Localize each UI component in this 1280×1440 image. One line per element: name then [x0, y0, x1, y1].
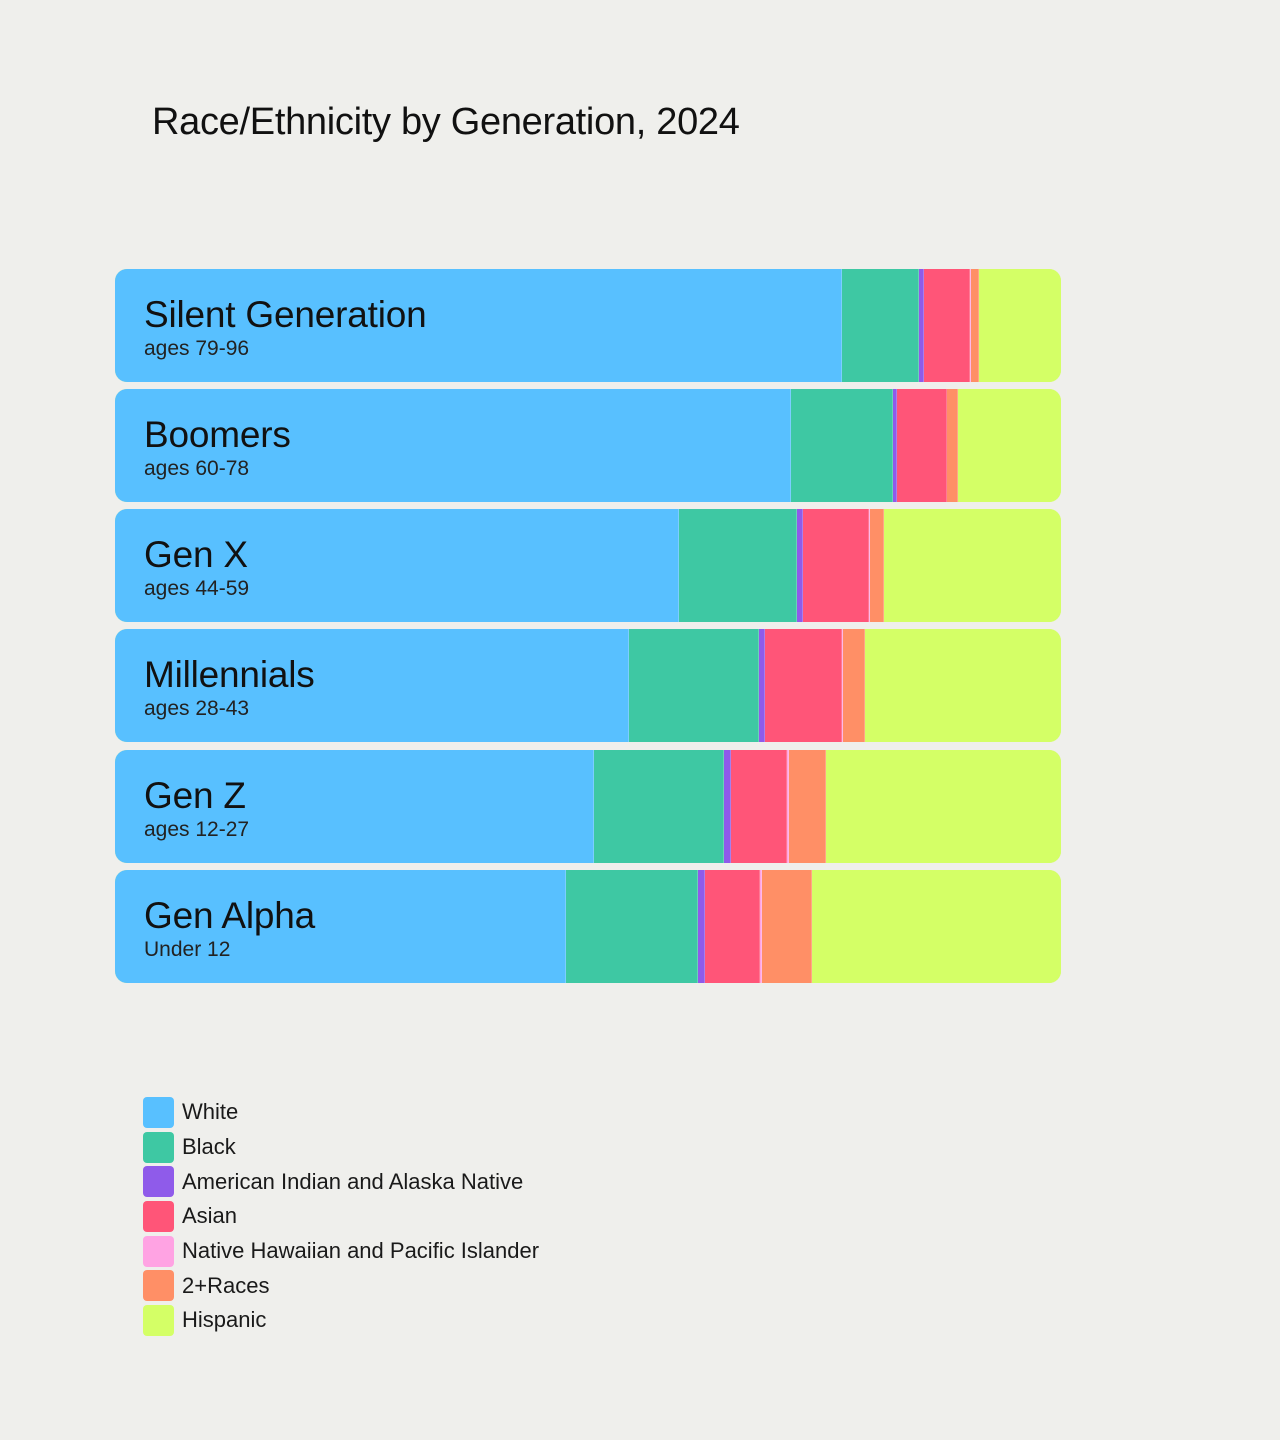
- legend-swatch: [143, 1131, 174, 1163]
- legend-label: White: [182, 1099, 239, 1125]
- legend-swatch: [143, 1096, 174, 1128]
- bar-segment-white: [115, 389, 792, 502]
- legend-item-native-hawaiian-and-pacific-islander: Native Hawaiian and Pacific Islander: [143, 1234, 539, 1269]
- bar-segment-american-indian-and-alaska-native: [919, 269, 924, 382]
- bar-segment-american-indian-and-alaska-native: [724, 750, 731, 863]
- legend-label: Native Hawaiian and Pacific Islander: [182, 1238, 540, 1264]
- legend-item-white: White: [143, 1095, 539, 1130]
- legend-item-2-races: 2+Races: [143, 1268, 539, 1303]
- bar-segment-hispanic: [957, 389, 1061, 502]
- bar-segment-native-hawaiian-and-pacific-islander: [786, 750, 789, 863]
- bar-segment-2-races: [947, 389, 958, 502]
- legend-label: Black: [182, 1134, 236, 1160]
- legend-swatch: [143, 1270, 174, 1302]
- bar-segment-hispanic: [812, 870, 1061, 983]
- bar-segment-american-indian-and-alaska-native: [892, 389, 898, 502]
- bar-segment-black: [593, 750, 725, 863]
- bar-segment-black: [628, 629, 760, 742]
- stacked-bar-chart: Silent Generation ages 79-96 Boomers ages 6…: [115, 269, 1061, 985]
- legend-item-hispanic: Hispanic: [143, 1303, 539, 1338]
- legend-label: 2+Races: [182, 1272, 270, 1298]
- bar-segment-black: [841, 269, 920, 382]
- bar-track: [115, 629, 1061, 742]
- legend-label: American Indian and Alaska Native: [182, 1168, 524, 1194]
- bar-segment-native-hawaiian-and-pacific-islander: [970, 269, 972, 382]
- legend-swatch: [143, 1235, 174, 1267]
- bar-segment-hispanic: [865, 629, 1061, 742]
- bar-segment-asian: [764, 629, 843, 742]
- bar-segment-black: [566, 870, 698, 983]
- legend-swatch: [143, 1200, 174, 1232]
- bar-segment-2-races: [869, 509, 885, 622]
- legend-label: Asian: [182, 1203, 238, 1229]
- bar-track: [115, 509, 1061, 622]
- legend-swatch: [143, 1166, 174, 1198]
- bar-segment-american-indian-and-alaska-native: [759, 629, 765, 742]
- bar-segment-white: [115, 870, 567, 983]
- bar-segment-american-indian-and-alaska-native: [797, 509, 803, 622]
- bar-segment-american-indian-and-alaska-native: [697, 870, 706, 983]
- bar-segment-hispanic: [826, 750, 1061, 863]
- bar-segment-black: [791, 389, 893, 502]
- bar-segment-asian: [802, 509, 869, 622]
- bar-segment-asian: [923, 269, 971, 382]
- bar-row-boomers: Boomers ages 60-78: [115, 389, 1061, 502]
- bar-segment-asian: [897, 389, 947, 502]
- bar-row-silent-generation: Silent Generation ages 79-96: [115, 269, 1061, 382]
- bar-segment-white: [115, 750, 594, 863]
- bar-track: [115, 389, 1061, 502]
- bar-segment-white: [115, 629, 629, 742]
- legend-label: Hispanic: [182, 1307, 267, 1333]
- bar-row-gen-alpha: Gen Alpha Under 12: [115, 870, 1061, 983]
- bar-segment-native-hawaiian-and-pacific-islander: [842, 629, 844, 742]
- legend-item-black: Black: [143, 1130, 539, 1165]
- chart-title: Race/Ethnicity by Generation, 2024: [152, 101, 740, 143]
- bar-segment-hispanic: [884, 509, 1061, 622]
- bar-segment-2-races: [843, 629, 866, 742]
- legend-item-asian: Asian: [143, 1199, 539, 1234]
- bar-segment-asian: [705, 870, 761, 983]
- bar-track: [115, 269, 1061, 382]
- bar-segment-2-races: [971, 269, 979, 382]
- bar-segment-native-hawaiian-and-pacific-islander: [868, 509, 870, 622]
- bar-segment-native-hawaiian-and-pacific-islander: [760, 870, 763, 983]
- bar-segment-black: [678, 509, 798, 622]
- legend: White Black American Indian and Alaska Nat…: [143, 1095, 539, 1338]
- bar-segment-native-hawaiian-and-pacific-islander: [946, 389, 948, 502]
- bar-segment-2-races: [788, 750, 827, 863]
- bar-row-millennials: Millennials ages 28-43: [115, 629, 1061, 742]
- bar-track: [115, 870, 1061, 983]
- legend-swatch: [143, 1304, 174, 1336]
- bar-segment-hispanic: [978, 269, 1061, 382]
- bar-segment-white: [115, 509, 679, 622]
- bar-segment-asian: [730, 750, 787, 863]
- bar-segment-white: [115, 269, 842, 382]
- legend-item-american-indian-and-alaska-native: American Indian and Alaska Native: [143, 1164, 539, 1199]
- bar-track: [115, 750, 1061, 863]
- bar-segment-2-races: [762, 870, 813, 983]
